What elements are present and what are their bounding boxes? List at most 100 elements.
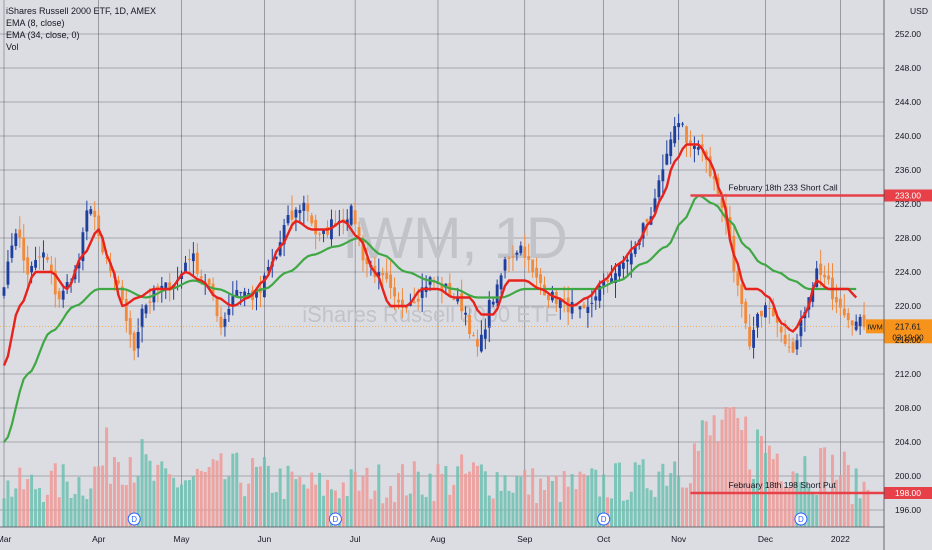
volume-bar bbox=[767, 445, 771, 527]
volume-bar bbox=[144, 454, 148, 527]
candle-body bbox=[775, 317, 779, 323]
candle-body bbox=[827, 275, 830, 280]
dividend-marker-icon[interactable] bbox=[597, 512, 611, 526]
candle-body bbox=[255, 291, 258, 298]
volume-bar bbox=[34, 489, 38, 527]
volume-bar bbox=[724, 407, 728, 527]
volume-bar bbox=[65, 481, 69, 527]
candle-body bbox=[483, 329, 487, 339]
candle-body bbox=[18, 229, 22, 238]
candle-body bbox=[89, 209, 93, 214]
volume-bar bbox=[353, 471, 357, 527]
volume-bar bbox=[38, 488, 42, 527]
candle-body bbox=[65, 282, 69, 289]
volume-bar bbox=[195, 468, 199, 527]
volume-bar bbox=[846, 464, 850, 527]
volume-bar bbox=[219, 453, 223, 527]
ema-lines bbox=[2, 143, 858, 443]
candle-body bbox=[81, 232, 85, 262]
volume-bar bbox=[546, 475, 550, 527]
volume-bar bbox=[389, 485, 393, 527]
ema-slow-legend[interactable]: EMA (34, close, 0) bbox=[6, 30, 80, 40]
volume-bar bbox=[527, 494, 531, 527]
level-price-tag bbox=[884, 189, 932, 202]
candle-body bbox=[219, 316, 223, 328]
volume-bar bbox=[156, 464, 160, 527]
volume-bar bbox=[128, 457, 132, 527]
volume-bar bbox=[262, 457, 266, 527]
candle-body bbox=[345, 219, 349, 224]
dividend-marker-icon[interactable] bbox=[328, 512, 342, 526]
candle-body bbox=[606, 279, 610, 282]
price-levels: February 18th 233 Short Call 233.00 Februa… bbox=[690, 183, 932, 499]
volume-bar bbox=[160, 461, 164, 527]
volume-bar bbox=[361, 476, 365, 527]
candle-body bbox=[239, 292, 243, 294]
volume-bar bbox=[641, 459, 645, 527]
volume-bar bbox=[728, 407, 732, 527]
symbol-title[interactable]: iShares Russell 2000 ETF, 1D, AMEX bbox=[6, 6, 157, 16]
candle-body bbox=[191, 253, 195, 262]
volume-bar bbox=[61, 464, 65, 527]
candle-body bbox=[385, 272, 389, 280]
candle-body bbox=[34, 260, 37, 268]
volume-bar bbox=[57, 497, 61, 527]
candle-body bbox=[349, 205, 353, 225]
ema-fast-legend[interactable]: EMA (8, close) bbox=[6, 18, 65, 28]
volume-bar bbox=[720, 419, 724, 527]
candle-body bbox=[101, 237, 105, 253]
level-price-tag bbox=[884, 487, 932, 499]
volume-bar bbox=[227, 476, 231, 527]
volume-bar bbox=[404, 495, 408, 527]
volume-bar bbox=[337, 498, 341, 527]
volume-bar bbox=[763, 452, 767, 527]
volume-bar bbox=[558, 502, 562, 527]
volume-bar bbox=[18, 467, 22, 527]
price-tick-label: 232.00 bbox=[895, 199, 921, 209]
candle-body bbox=[53, 270, 57, 295]
candle-body bbox=[783, 334, 787, 344]
countdown-timer: 03:19:00 bbox=[892, 333, 924, 342]
month-label: Aug bbox=[430, 534, 445, 544]
dividend-marker-icon[interactable] bbox=[794, 512, 808, 526]
candle-body bbox=[811, 289, 815, 302]
volume-bar bbox=[235, 452, 239, 527]
volume-bar bbox=[460, 454, 464, 527]
candle-body bbox=[2, 287, 6, 296]
volume-bar bbox=[247, 483, 251, 527]
volume-bar bbox=[69, 497, 73, 527]
volume-bar bbox=[93, 466, 97, 527]
volume-bar bbox=[854, 468, 858, 527]
candle-body bbox=[602, 281, 606, 286]
dividend-marker-icon[interactable] bbox=[127, 512, 141, 526]
volume-bar bbox=[440, 473, 444, 527]
candle-body bbox=[57, 291, 61, 300]
candle-body bbox=[507, 257, 511, 259]
volume-bar bbox=[633, 462, 637, 527]
volume-bar bbox=[140, 439, 144, 527]
candle-body bbox=[14, 233, 18, 247]
volume-bar bbox=[148, 460, 152, 527]
candle-body bbox=[38, 256, 41, 258]
volume-bar bbox=[254, 466, 258, 527]
volume-bar bbox=[120, 484, 124, 527]
candle-body bbox=[460, 293, 464, 312]
volume-bar bbox=[105, 427, 109, 527]
volume-bar bbox=[574, 489, 578, 527]
candle-body bbox=[728, 217, 732, 238]
volume-bar bbox=[73, 494, 77, 527]
volume-bar bbox=[807, 486, 811, 527]
volume-bar bbox=[511, 492, 515, 527]
candle-body bbox=[787, 346, 791, 348]
candle-body bbox=[795, 340, 799, 350]
volume-bar bbox=[322, 495, 326, 527]
volume-legend[interactable]: Vol bbox=[6, 42, 19, 52]
volume-bar bbox=[562, 471, 566, 527]
volume-bar bbox=[590, 468, 594, 527]
volume-bar bbox=[736, 417, 740, 527]
candle-body bbox=[598, 285, 602, 301]
volume-bar bbox=[704, 421, 708, 527]
candle-body bbox=[393, 287, 396, 297]
candle-body bbox=[326, 226, 329, 235]
